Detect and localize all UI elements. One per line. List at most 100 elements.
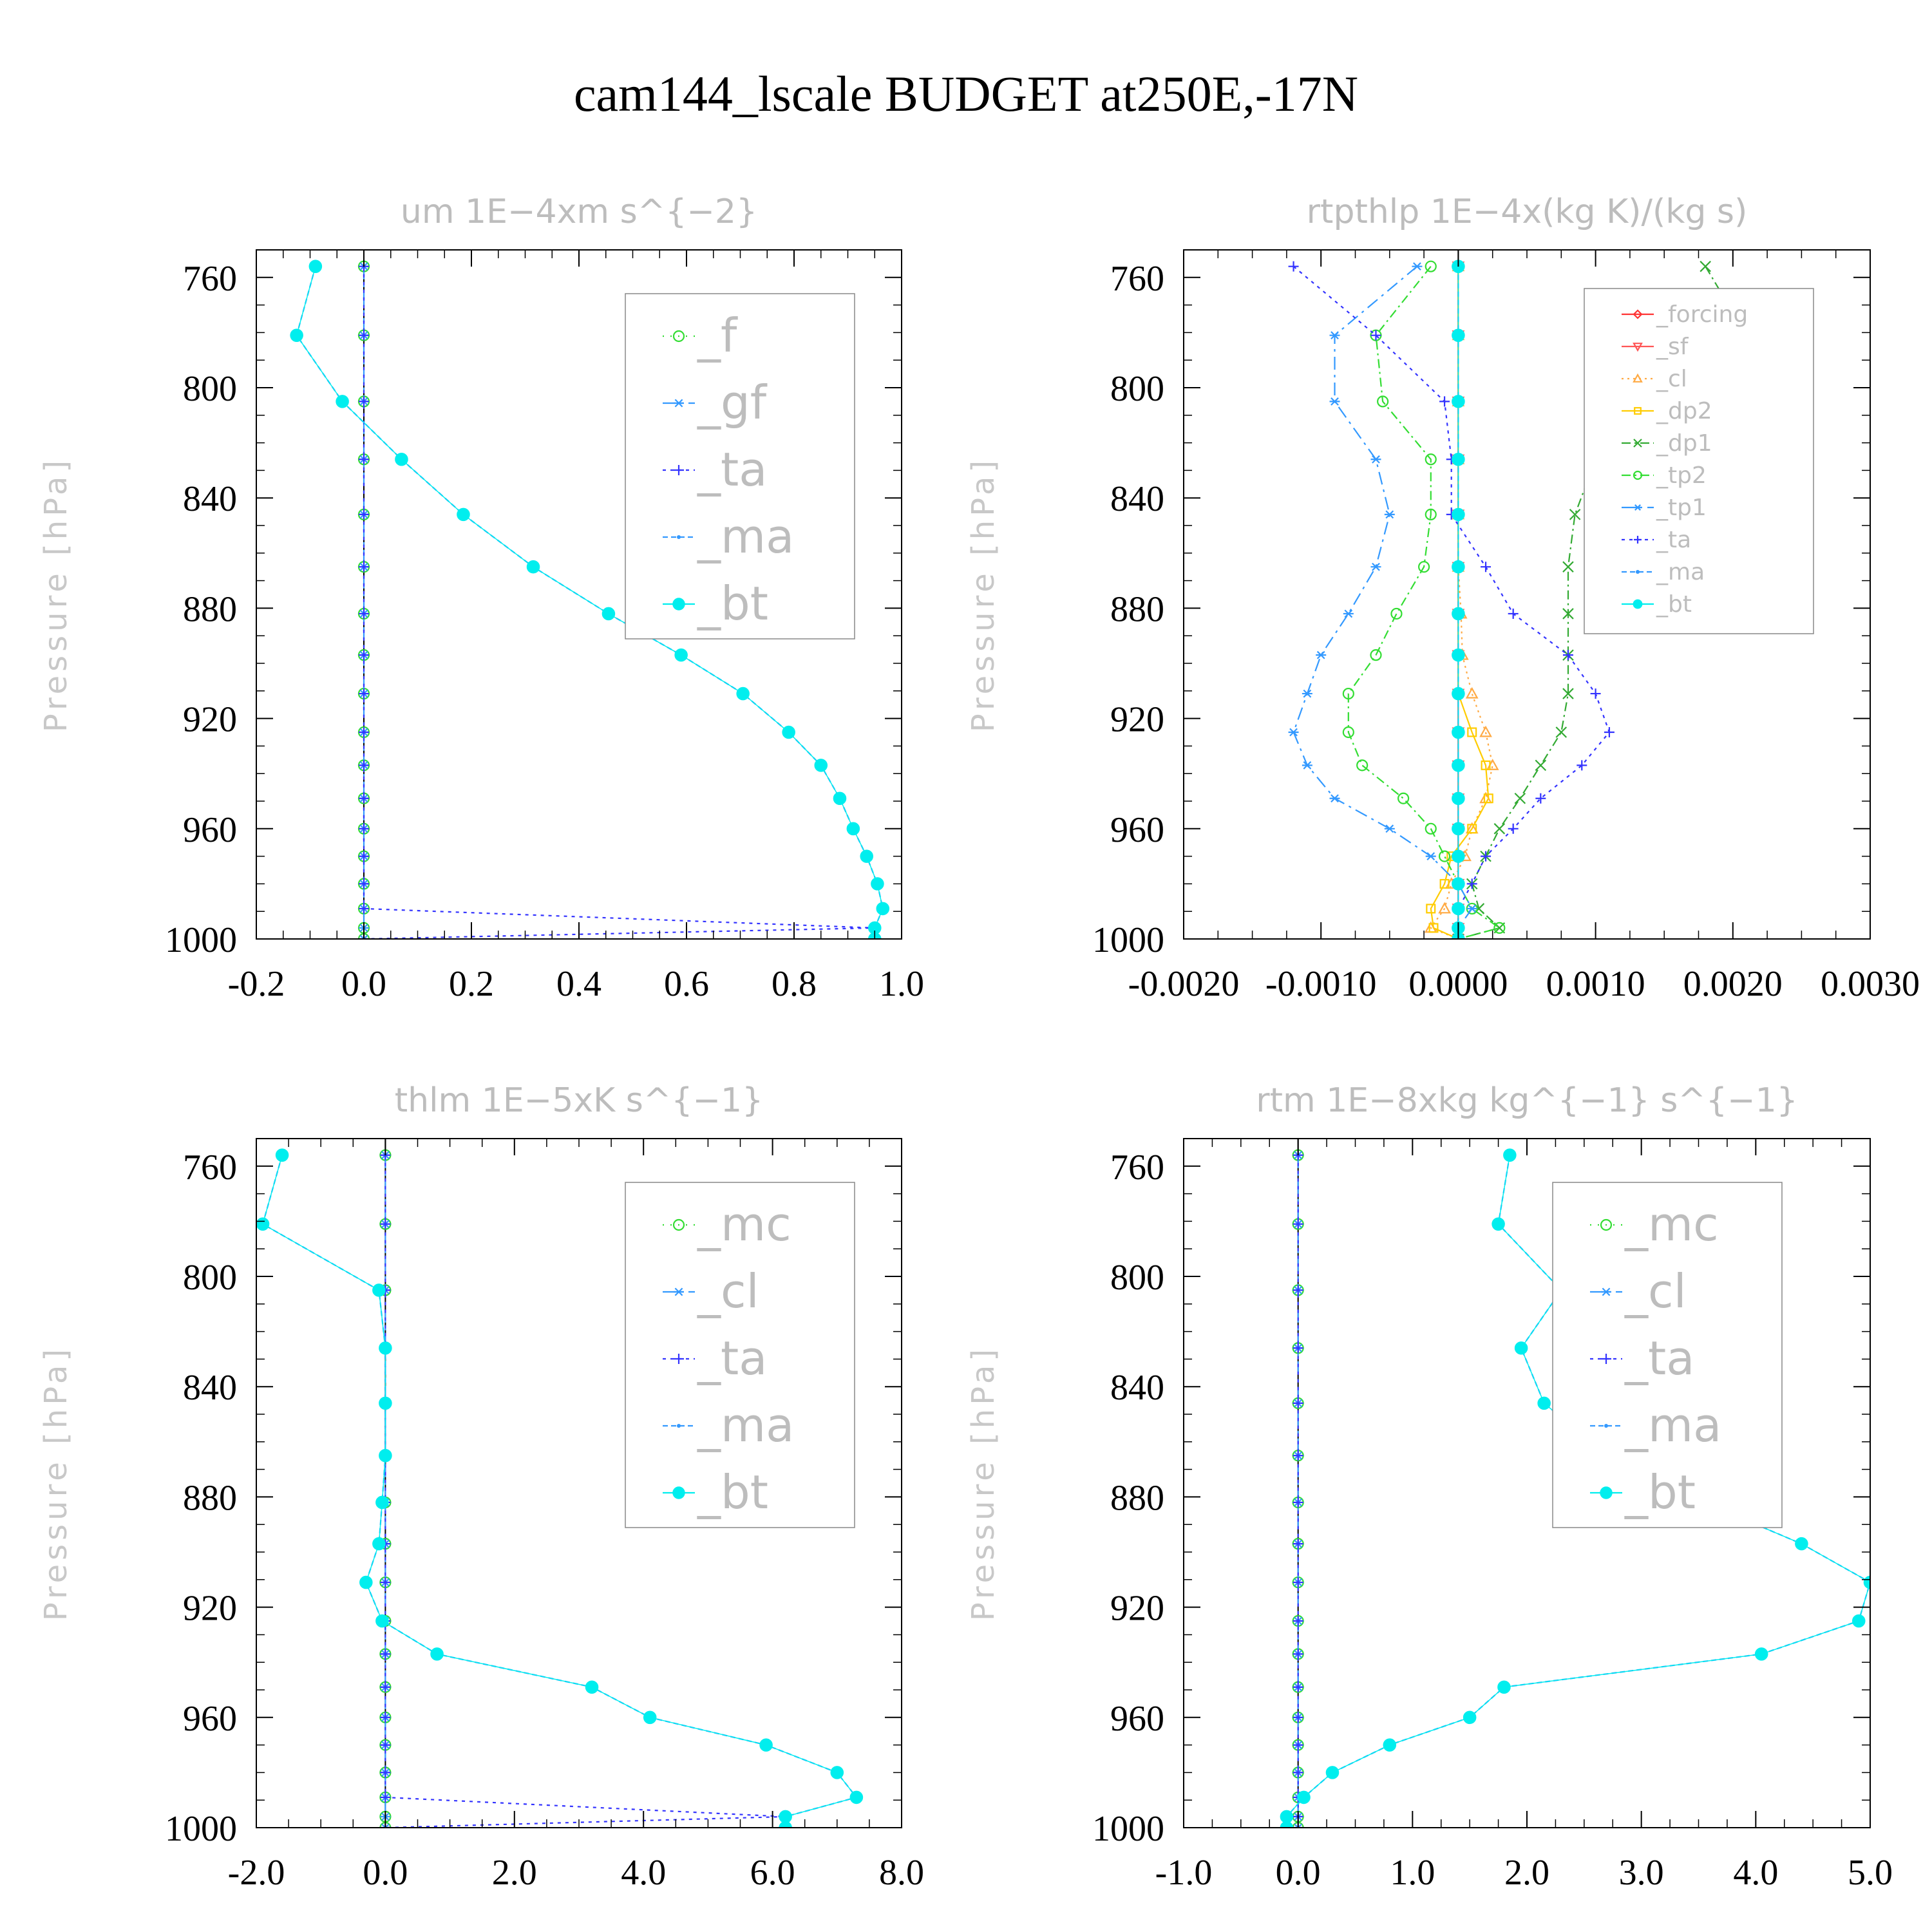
legend-marker (677, 1424, 681, 1428)
x-tick-label: 0.8 (772, 964, 817, 1004)
legend-marker (1634, 504, 1642, 511)
x-tick-label: -1.0 (1155, 1853, 1213, 1893)
x-tick-label: 0.6 (664, 964, 709, 1004)
data-point-bt (379, 1448, 392, 1463)
data-point-ta (359, 562, 369, 573)
data-point-tp2 (1418, 561, 1430, 573)
y-tick-label: 880 (1110, 1478, 1164, 1518)
x-tick-label: 0.0 (363, 1853, 408, 1893)
x-tick-label: 0.0 (1276, 1853, 1321, 1893)
data-point-ta (1288, 261, 1299, 272)
x-tick-label: 2.0 (1504, 1853, 1549, 1893)
data-point-tp2 (1425, 453, 1437, 466)
legend-label: _bt (1656, 591, 1692, 618)
data-point-bt (860, 849, 873, 863)
data-point-bt (849, 1790, 864, 1804)
data-point-tp1 (1370, 455, 1381, 464)
legend-marker (672, 1486, 685, 1499)
y-tick-label: 800 (1110, 369, 1164, 409)
data-point-bt (1280, 1810, 1294, 1824)
data-point-ta (1293, 1649, 1303, 1660)
data-point-ta (1293, 1285, 1303, 1296)
data-point-tp1 (1466, 904, 1477, 913)
data-point-bt (375, 1495, 389, 1510)
data-point-bt (1452, 607, 1465, 621)
data-point-tp2 (1425, 822, 1437, 835)
data-point-tp2 (1377, 395, 1389, 408)
data-point-bt (1452, 395, 1465, 408)
data-point-ta (380, 1792, 391, 1803)
data-point-dp2 (1467, 824, 1477, 834)
data-point-dp1 (1555, 726, 1567, 738)
y-tick-label: 1000 (165, 1809, 237, 1849)
y-tick-label: 1000 (1092, 1809, 1164, 1849)
panel-3: thlm 1E−5xK s^{−1} Pressure [hPa] -2.0 0.0 2… (38, 1081, 924, 1893)
data-point-bt (585, 1680, 599, 1694)
data-point-dp1 (1569, 509, 1581, 520)
data-point-bt (846, 822, 860, 836)
x-tick-label: 6.0 (750, 1853, 795, 1893)
data-point-bt (759, 1738, 773, 1752)
data-point-bt (1452, 507, 1465, 522)
data-point-bt (395, 453, 408, 466)
x-tick-label: 0.0 (341, 964, 386, 1004)
legend-label: _cl (1624, 1264, 1687, 1318)
panel-4: rtm 1E−8xkg kg^{−1} s^{−1} Pressure [hPa]… (965, 1081, 1893, 1893)
data-point-ta (1508, 823, 1519, 834)
data-point-tp2 (1425, 508, 1437, 520)
y-tick-label: 840 (1110, 479, 1164, 519)
x-tick-label: 2.0 (492, 1853, 537, 1893)
data-point-bt (1280, 1821, 1294, 1828)
data-point-bt (1463, 1710, 1477, 1725)
data-point-bt (1452, 849, 1465, 863)
data-point-tp2 (1397, 792, 1410, 804)
data-point-ta (1604, 727, 1615, 737)
legend-marker (674, 1354, 684, 1364)
legend-marker (674, 1287, 684, 1296)
y-axis-label: Pressure [hPa] (965, 1345, 1001, 1621)
panel-title: thlm 1E−5xK s^{−1} (395, 1081, 763, 1120)
y-tick-label: 920 (183, 700, 237, 740)
x-tick-label: 5.0 (1848, 1853, 1893, 1893)
data-point-bt (290, 328, 303, 342)
data-point-ta (359, 396, 369, 407)
data-point-ta (1293, 1577, 1303, 1588)
x-tick-label: 0.0030 (1821, 964, 1920, 1004)
data-point-ta (380, 1649, 391, 1660)
legend-box (625, 293, 855, 639)
y-tick-label: 800 (1110, 1258, 1164, 1298)
data-point-cl (1293, 1823, 1303, 1828)
legend-marker (1634, 407, 1642, 415)
legend-box (625, 1182, 855, 1528)
data-point-bt (375, 1614, 389, 1628)
data-point-bt (1452, 648, 1465, 662)
x-tick-label: 0.0010 (1546, 964, 1645, 1004)
x-tick-label: -0.0010 (1265, 964, 1377, 1004)
data-point-bt (643, 1710, 657, 1725)
legend-label: _sf (1656, 334, 1689, 360)
data-point-gf (359, 934, 369, 939)
x-tick-label: 0.2 (449, 964, 494, 1004)
legend-label: _mc (697, 1197, 791, 1251)
data-point-bt (871, 877, 884, 891)
data-point-tp2 (1493, 922, 1506, 934)
data-point-tp1 (1384, 824, 1395, 833)
data-point-ta (359, 903, 369, 914)
data-point-tp1 (1288, 728, 1299, 737)
data-point-bt (379, 1341, 392, 1355)
y-tick-label: 840 (1110, 1368, 1164, 1408)
data-point-bt (1852, 1614, 1866, 1628)
y-tick-label: 760 (183, 259, 237, 299)
data-point-bt (372, 1283, 386, 1297)
y-tick-label: 760 (1110, 259, 1164, 299)
data-point-ta (1466, 878, 1477, 889)
legend-marker (1600, 1218, 1613, 1231)
legend-marker (1633, 599, 1643, 609)
data-point-ta (1293, 1539, 1303, 1549)
data-point-tp2 (1356, 759, 1368, 772)
legend-marker (1634, 536, 1642, 544)
data-point-bt (256, 1217, 270, 1231)
legend-box (1552, 1182, 1783, 1528)
data-point-ta (1293, 1712, 1303, 1723)
data-point-ta (359, 330, 369, 341)
